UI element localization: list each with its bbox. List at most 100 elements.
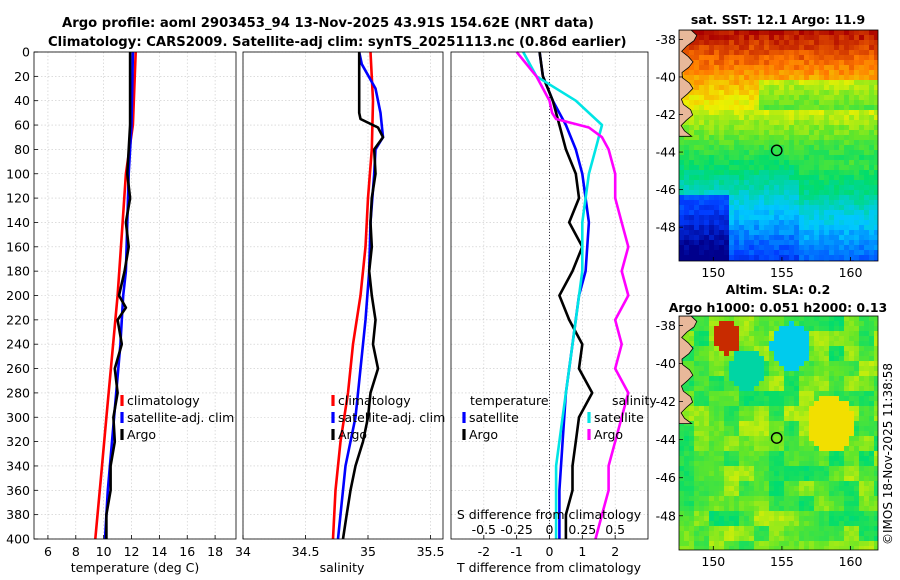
map-cell bbox=[814, 205, 820, 211]
map-cell bbox=[734, 260, 740, 261]
map-cell bbox=[699, 466, 705, 472]
map-cell bbox=[724, 165, 730, 171]
map-cell bbox=[724, 90, 730, 96]
map-cell bbox=[734, 70, 740, 76]
map-cell bbox=[819, 40, 825, 46]
map-cell bbox=[774, 170, 780, 176]
map-cell bbox=[794, 105, 800, 111]
map-cell bbox=[759, 65, 765, 71]
map-cell bbox=[754, 215, 760, 221]
map-cell bbox=[834, 361, 840, 367]
map-cell bbox=[784, 546, 790, 550]
map-cell bbox=[799, 436, 805, 442]
map-cell bbox=[744, 506, 750, 512]
map-cell bbox=[709, 511, 715, 517]
map-cell bbox=[799, 396, 805, 402]
map-cell bbox=[714, 476, 720, 482]
map-cell bbox=[699, 240, 705, 246]
map-cell bbox=[794, 225, 800, 231]
map-cell bbox=[729, 70, 735, 76]
map-cell bbox=[799, 421, 805, 427]
map-cell bbox=[739, 135, 745, 141]
map-cell bbox=[734, 526, 740, 532]
map-cell bbox=[749, 421, 755, 427]
map-cell bbox=[874, 471, 878, 477]
map-cell bbox=[804, 386, 810, 392]
map-cell bbox=[824, 521, 830, 527]
map-cell bbox=[779, 346, 785, 352]
map-cell bbox=[679, 531, 685, 537]
map-cell bbox=[809, 456, 815, 462]
map-cell bbox=[784, 431, 790, 437]
map-cell bbox=[834, 406, 840, 412]
map-cell bbox=[744, 55, 750, 61]
map-cell bbox=[824, 135, 830, 141]
map-cell bbox=[704, 240, 710, 246]
map-cell bbox=[744, 160, 750, 166]
map-cell bbox=[804, 210, 810, 216]
map-cell bbox=[689, 160, 695, 166]
map-cell bbox=[769, 200, 775, 206]
map-cell bbox=[684, 521, 690, 527]
map-cell bbox=[824, 255, 830, 261]
map-cell bbox=[754, 456, 760, 462]
map-cell bbox=[789, 416, 795, 422]
map-cell bbox=[774, 511, 780, 517]
map-cell bbox=[804, 145, 810, 151]
map-cell bbox=[814, 105, 820, 111]
map-cell bbox=[749, 195, 755, 201]
map-cell bbox=[839, 165, 845, 171]
map-cell bbox=[809, 115, 815, 121]
map-cell bbox=[724, 205, 730, 211]
map-cell bbox=[739, 351, 745, 357]
map-cell bbox=[859, 476, 865, 482]
map-cell bbox=[784, 210, 790, 216]
map-cell bbox=[699, 170, 705, 176]
map-cell bbox=[794, 436, 800, 442]
map-cell bbox=[744, 145, 750, 151]
map-cell bbox=[789, 526, 795, 532]
map-cell bbox=[864, 521, 870, 527]
map-cell bbox=[734, 100, 740, 106]
map-cell bbox=[769, 80, 775, 86]
map-cell bbox=[734, 536, 740, 542]
map-cell bbox=[869, 331, 875, 337]
map-cell bbox=[824, 466, 830, 472]
map-cell bbox=[689, 135, 695, 141]
map-cell bbox=[839, 426, 845, 432]
map-cell bbox=[774, 45, 780, 51]
map-cell bbox=[684, 331, 690, 337]
map-cell bbox=[734, 105, 740, 111]
map-cell bbox=[689, 235, 695, 241]
map-cell bbox=[829, 225, 835, 231]
map-cell bbox=[684, 205, 690, 211]
map-cell bbox=[749, 321, 755, 327]
map-cell bbox=[784, 170, 790, 176]
map-cell bbox=[774, 361, 780, 367]
map-cell bbox=[769, 245, 775, 251]
map-cell bbox=[859, 90, 865, 96]
map-cell bbox=[724, 366, 730, 372]
map-cell bbox=[699, 386, 705, 392]
map-cell bbox=[864, 406, 870, 412]
map-cell bbox=[784, 336, 790, 342]
map-cell bbox=[689, 411, 695, 417]
map-cell bbox=[839, 446, 845, 452]
map-cell bbox=[824, 496, 830, 502]
map-cell bbox=[764, 170, 770, 176]
map-cell bbox=[804, 341, 810, 347]
map-cell bbox=[809, 436, 815, 442]
map-cell bbox=[719, 511, 725, 517]
map-cell bbox=[724, 260, 730, 261]
map-cell bbox=[749, 230, 755, 236]
map-cell bbox=[849, 210, 855, 216]
map-cell bbox=[724, 40, 730, 46]
map-cell bbox=[849, 240, 855, 246]
map-cell bbox=[784, 65, 790, 71]
map-cell bbox=[724, 461, 730, 467]
map-cell bbox=[714, 361, 720, 367]
map-cell bbox=[724, 75, 730, 81]
map-cell bbox=[839, 501, 845, 507]
map-cell bbox=[804, 245, 810, 251]
map-cell bbox=[759, 90, 765, 96]
